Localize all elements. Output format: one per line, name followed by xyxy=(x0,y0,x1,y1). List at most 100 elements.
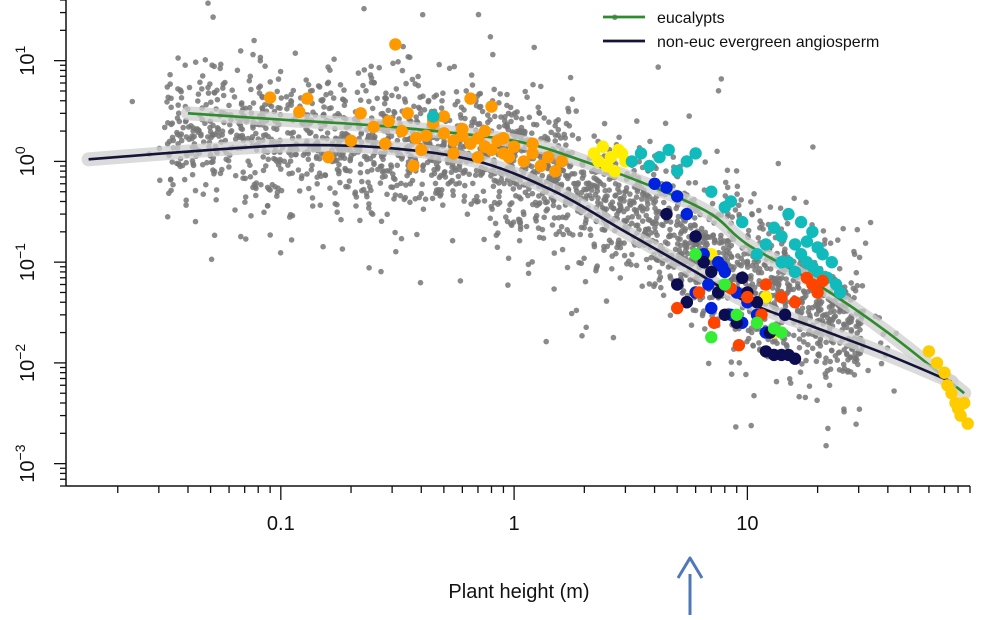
y-tick-label: 10−2 xyxy=(12,344,39,382)
background-point xyxy=(770,339,776,345)
background-point xyxy=(452,101,459,108)
background-point xyxy=(580,172,587,179)
background-point xyxy=(629,220,635,227)
background-point xyxy=(855,361,861,368)
background-point xyxy=(634,188,641,195)
background-point xyxy=(536,234,543,241)
data-point xyxy=(736,215,749,229)
background-point xyxy=(650,171,657,178)
trend-lines xyxy=(81,106,972,401)
data-point xyxy=(634,147,648,160)
background-point xyxy=(445,181,452,187)
background-point xyxy=(199,86,205,92)
background-point xyxy=(749,211,755,217)
data-point xyxy=(800,235,814,248)
background-point xyxy=(369,167,375,173)
background-point xyxy=(485,119,491,126)
data-point xyxy=(788,238,802,251)
background-point xyxy=(587,226,593,232)
background-point xyxy=(453,181,459,187)
background-point xyxy=(217,65,223,72)
background-point xyxy=(322,172,329,179)
background-point xyxy=(319,98,325,104)
background-point xyxy=(347,157,354,164)
background-point xyxy=(548,129,554,136)
background-point xyxy=(175,110,182,116)
background-point xyxy=(724,241,731,247)
background-point xyxy=(479,170,485,177)
background-point xyxy=(450,188,456,194)
background-point xyxy=(609,266,615,272)
data-point xyxy=(788,352,802,365)
background-point xyxy=(748,199,754,205)
background-point xyxy=(718,232,724,239)
background-point xyxy=(415,104,422,111)
data-point xyxy=(409,132,423,145)
background-point xyxy=(859,283,866,289)
background-point xyxy=(250,100,257,106)
background-point xyxy=(218,61,224,68)
background-point xyxy=(686,180,692,186)
data-point xyxy=(437,127,451,140)
background-point xyxy=(823,339,829,346)
background-point xyxy=(621,217,627,224)
background-point xyxy=(247,174,254,180)
background-point xyxy=(660,292,667,299)
background-point xyxy=(592,191,599,198)
background-point xyxy=(492,220,499,227)
axes: 0.1 1 10 101 100 10−1 10−2 10−3 xyxy=(12,0,971,535)
background-point xyxy=(530,81,536,88)
background-point xyxy=(381,168,387,174)
data-point xyxy=(724,195,738,208)
background-point xyxy=(828,347,835,354)
background-point xyxy=(366,132,372,139)
background-point xyxy=(438,105,445,111)
background-point xyxy=(734,191,740,197)
background-point xyxy=(851,355,858,361)
background-point xyxy=(488,173,494,179)
data-point xyxy=(456,129,469,142)
background-point xyxy=(313,133,319,140)
background-point xyxy=(305,82,312,88)
background-point xyxy=(820,228,827,234)
background-point xyxy=(831,314,838,320)
background-point xyxy=(366,201,372,207)
background-point xyxy=(371,79,377,86)
background-point xyxy=(712,237,718,244)
background-point xyxy=(204,159,210,166)
background-point xyxy=(606,187,612,193)
background-point xyxy=(767,204,774,210)
background-point xyxy=(553,118,559,125)
background-point xyxy=(194,126,201,132)
background-point xyxy=(477,103,484,110)
background-point xyxy=(629,251,635,258)
background-point xyxy=(666,233,672,240)
background-point xyxy=(550,198,557,204)
background-point xyxy=(635,214,642,220)
background-point xyxy=(504,91,510,98)
background-point xyxy=(510,219,517,225)
background-point xyxy=(670,154,677,160)
background-point xyxy=(183,202,189,208)
background-point xyxy=(569,132,576,138)
background-point xyxy=(337,179,343,186)
background-point xyxy=(404,172,410,179)
background-point xyxy=(253,130,259,137)
background-point xyxy=(567,163,573,170)
background-point xyxy=(238,233,244,240)
background-point xyxy=(292,50,299,56)
background-point xyxy=(678,228,685,235)
background-point xyxy=(323,91,329,98)
background-point xyxy=(733,424,739,430)
background-point xyxy=(198,132,204,139)
background-point xyxy=(751,191,757,197)
background-point xyxy=(278,95,285,101)
background-point xyxy=(245,135,251,142)
background-point xyxy=(509,200,515,206)
background-point xyxy=(751,258,758,265)
background-point xyxy=(358,131,364,137)
data-point xyxy=(732,339,746,352)
background-point xyxy=(505,126,512,133)
